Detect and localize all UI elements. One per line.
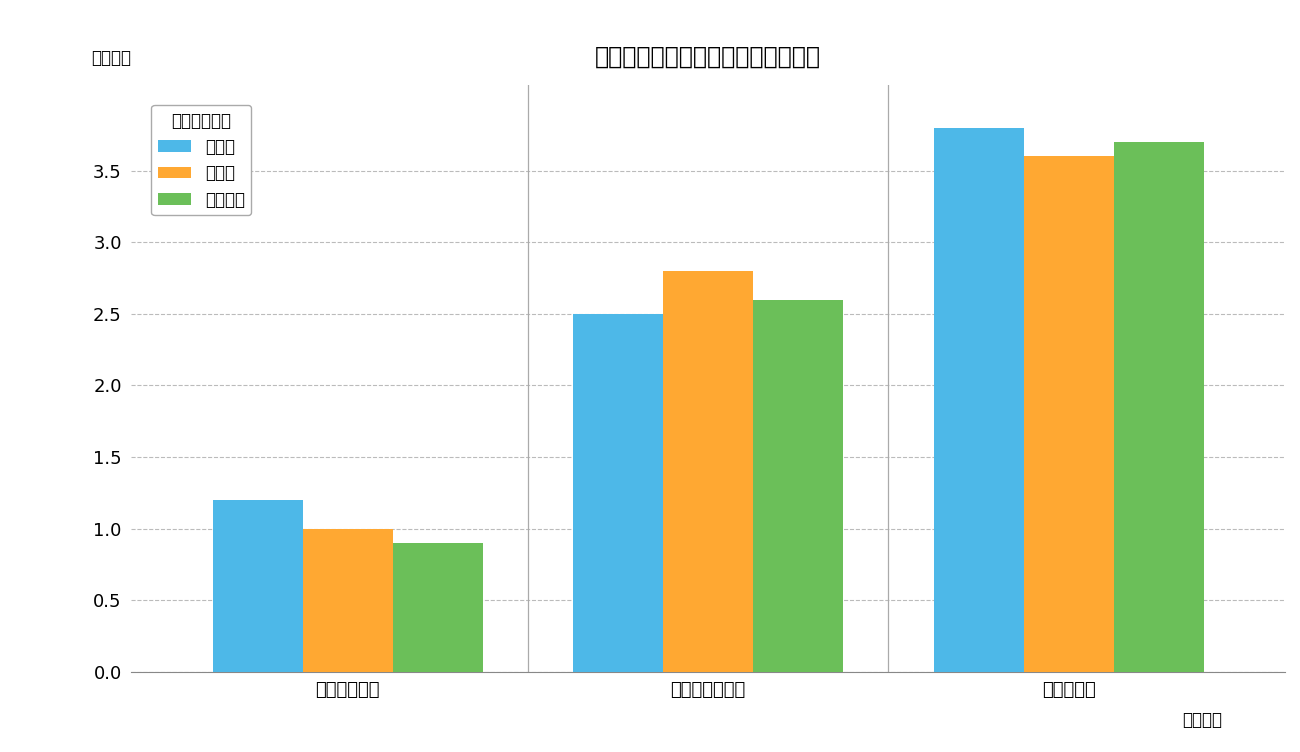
Legend: 当該校, 市平均, 全国平均: 当該校, 市平均, 全国平均	[151, 105, 251, 215]
Bar	[663, 271, 753, 672]
Bar	[213, 500, 303, 672]
Bar	[933, 128, 1023, 672]
Bar	[573, 314, 663, 672]
Bar	[1114, 142, 1204, 672]
Bar	[393, 543, 482, 672]
Bar	[753, 299, 844, 672]
Bar	[303, 529, 393, 672]
Text: （割合）: （割合）	[91, 49, 131, 67]
Title: 問題発生率の比較（全国、市比較）: 問題発生率の比較（全国、市比較）	[595, 45, 822, 69]
Text: （指標）: （指標）	[1182, 711, 1222, 729]
Bar	[1023, 156, 1114, 672]
